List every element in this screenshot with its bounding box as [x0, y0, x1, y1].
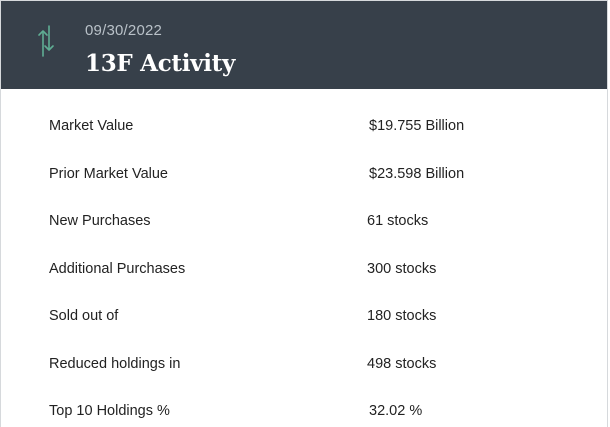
- row-reduced-holdings: Reduced holdings in 498 stocks: [1, 341, 607, 389]
- row-label: Reduced holdings in: [49, 355, 181, 372]
- row-label: New Purchases: [49, 213, 151, 229]
- row-new-purchases: New Purchases 61 stocks: [1, 198, 607, 246]
- row-value: 61 stocks: [367, 213, 429, 229]
- row-value: 180 stocks: [367, 308, 437, 324]
- row-value: $19.755 Billion: [369, 118, 465, 134]
- row-additional-purchases: Additional Purchases 300 stocks: [1, 246, 607, 294]
- row-prior-market-value: Prior Market Value $23.598 Billion: [1, 151, 607, 199]
- row-value: 300 stocks: [367, 260, 437, 277]
- row-label: Market Value: [49, 118, 134, 134]
- report-date: 09/30/2022: [85, 22, 163, 39]
- row-sold-out-of: Sold out of 180 stocks: [1, 293, 607, 341]
- row-label: Prior Market Value: [49, 165, 168, 182]
- row-value: 32.02 %: [369, 403, 423, 419]
- row-market-value: Market Value $19.755 Billion: [1, 103, 607, 151]
- card-title: 13F Activity: [85, 50, 236, 77]
- row-value: 498 stocks: [367, 355, 437, 372]
- row-label: Top 10 Holdings %: [49, 403, 170, 419]
- row-label: Additional Purchases: [49, 260, 186, 277]
- card-header: 09/30/2022 13F Activity: [1, 1, 607, 89]
- up-down-arrows-icon: [38, 25, 54, 57]
- row-value: $23.598 Billion: [369, 165, 465, 182]
- row-top-10-holdings: Top 10 Holdings % 32.02 %: [1, 388, 607, 427]
- activity-list: Market Value $19.755 Billion Prior Marke…: [1, 103, 607, 427]
- row-label: Sold out of: [49, 308, 119, 324]
